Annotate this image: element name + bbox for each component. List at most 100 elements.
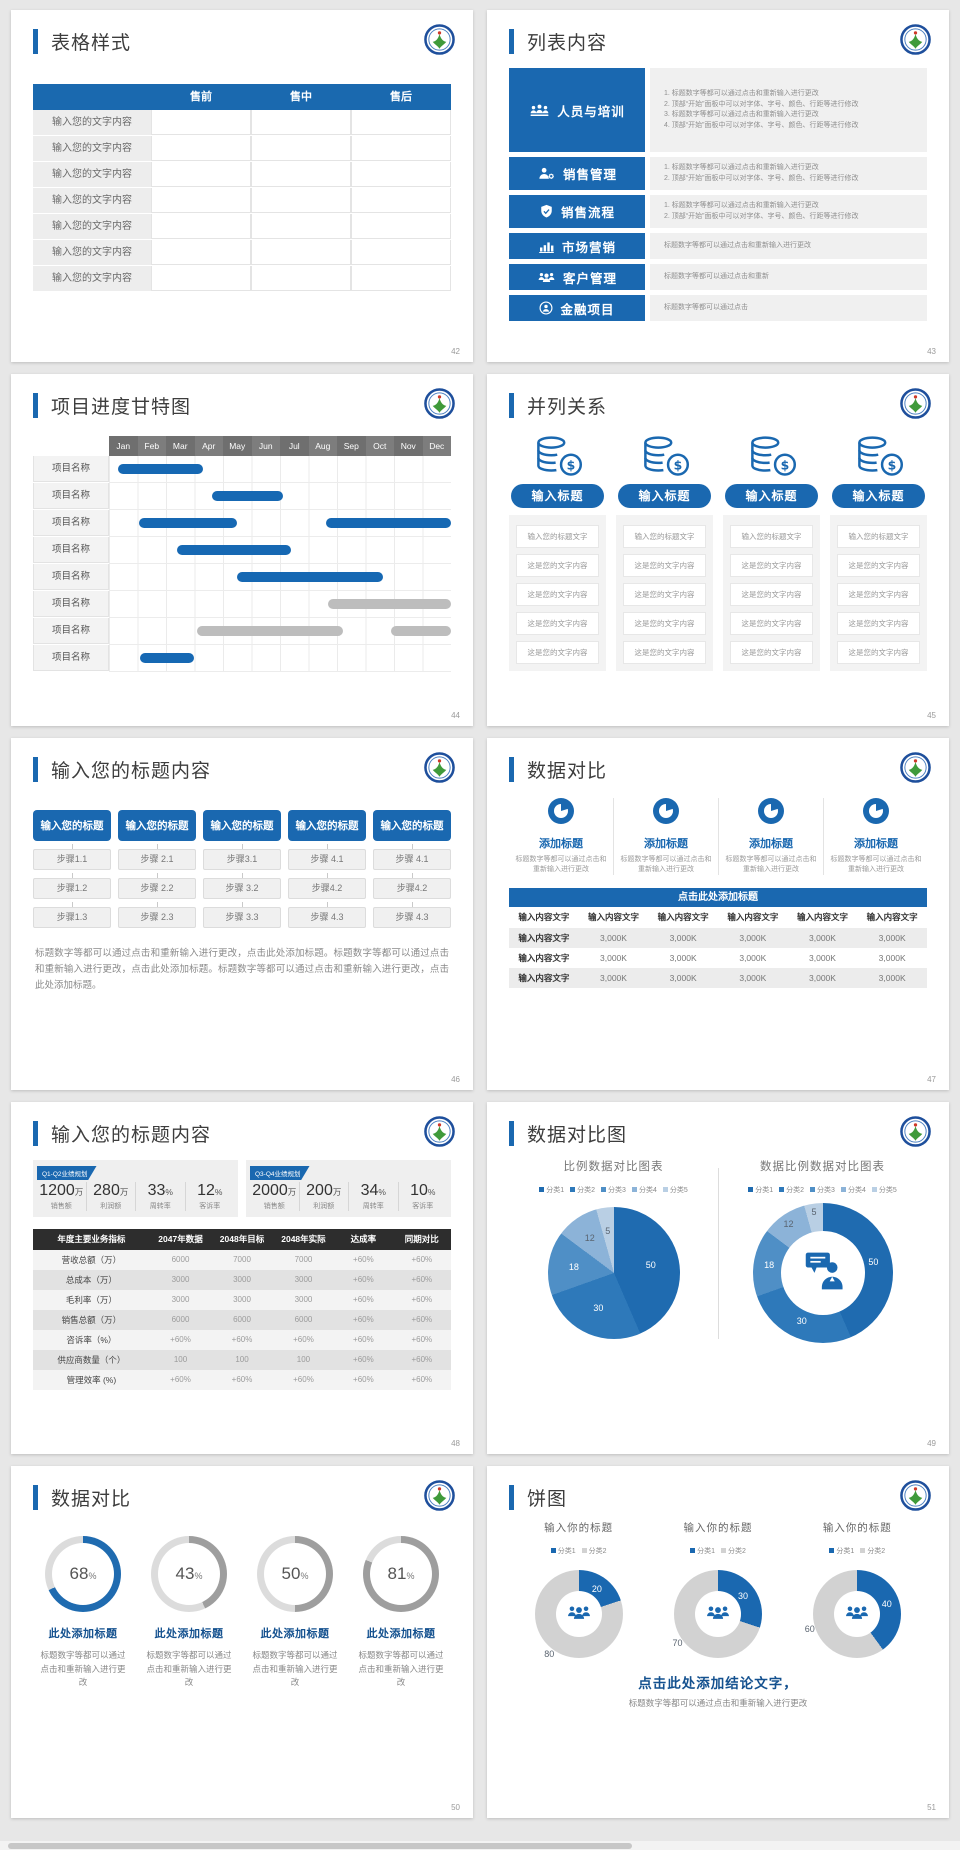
gantt-row-label: 项目名称	[33, 564, 109, 590]
stat-value: 34%	[349, 1182, 398, 1200]
table-cell: 100	[149, 1350, 212, 1370]
legend-marker	[748, 1187, 754, 1192]
progress-ring: 50%	[257, 1536, 333, 1612]
table-cell	[251, 240, 351, 265]
stat-unit: 万	[332, 1187, 342, 1197]
stat-value: 1200万	[37, 1182, 86, 1200]
list-item: 客户管理 标题数字等都可以通过点击和重新	[509, 264, 927, 290]
table-row-label: 毛利率（万）	[33, 1290, 150, 1310]
gantt-row: 项目名称	[33, 537, 451, 564]
table-cell: 3,000K	[717, 968, 788, 988]
title-accent-bar	[509, 28, 514, 54]
slide-header: 并列关系	[509, 390, 927, 420]
stat: 1200万销售额	[37, 1182, 86, 1211]
column-row-text: 这是您的文字内容	[837, 641, 920, 664]
ring-center: 50%	[264, 1543, 326, 1605]
legend-item: 分类4	[631, 1185, 657, 1195]
table-cell: 3,000K	[717, 928, 788, 948]
page-number: 46	[451, 1075, 460, 1084]
chart-legend: 分类1 分类2 分类3 分类4 分类5	[509, 1179, 718, 1197]
table-cell: +60%	[149, 1330, 212, 1350]
pie-data-label: 20	[591, 1583, 602, 1594]
conclusion-block: 点击此处添加结论文字， 标题数字等都可以通过点击和重新输入进行更改	[509, 1672, 927, 1709]
gantt-bar	[325, 518, 451, 528]
ring-title: 此处添加标题	[48, 1628, 118, 1640]
page-title: 输入您的标题内容	[51, 1124, 212, 1146]
legend-label: 分类3	[608, 1186, 626, 1194]
gantt-row-label: 项目名称	[33, 618, 109, 644]
page-number: 51	[927, 1803, 936, 1812]
gantt-row-track	[109, 564, 451, 591]
title-accent-bar	[509, 1120, 514, 1146]
table-cell: 3,000K	[857, 948, 927, 968]
step-column: 输入您的标题 步骤3.1 步骤 3.2 步骤 3.3	[203, 810, 281, 928]
table-cell: 6000	[272, 1310, 335, 1330]
list-item-desc: 1. 标题数字等都可以通过点击和重新输入进行更改 2. 顶部“开始”面板中可以对字…	[650, 195, 927, 228]
donut-panel: 输入你的标题 分类1 分类2 40 60	[788, 1520, 927, 1658]
table-cell: 3,000K	[578, 968, 649, 988]
legend-marker	[631, 1187, 637, 1192]
horizontal-scrollbar[interactable]	[0, 1841, 960, 1850]
stat-unit: 万	[119, 1187, 129, 1197]
gantt-month-label: Aug	[308, 436, 337, 456]
stat-unit: 万	[74, 1187, 84, 1197]
ring-center: 68%	[52, 1543, 114, 1605]
table-row-label: 输入您的文字内容	[33, 240, 151, 266]
table-cell: +60%	[334, 1290, 393, 1310]
panel-badge: Q3-Q4业绩规划	[250, 1166, 310, 1180]
ring-desc: 标题数字等都可以通过点击和重新输入进行更改	[146, 1650, 232, 1687]
list-item-header: 市场营销	[509, 233, 645, 259]
table-column-header: 达成率	[334, 1229, 393, 1250]
gantt-month-label: Mar	[166, 436, 195, 456]
list-item-desc: 标题数字等都可以通过点击	[650, 295, 927, 321]
table-column-header: 同期对比	[392, 1229, 451, 1250]
table-cell: 3,000K	[787, 968, 858, 988]
gantt-bar	[237, 572, 383, 582]
gantt-row-track	[109, 618, 451, 645]
donut-chart: 40 60	[805, 1570, 902, 1658]
table-cell: 3,000K	[648, 968, 718, 988]
legend-marker	[871, 1187, 877, 1192]
page-title: 列表内容	[527, 32, 608, 54]
parallel-columns: $ 输入标题 输入您的标题文字 这是您的文字内容 这是您的文字内容 这是您的文字内容 这是您…	[509, 434, 927, 671]
table-cell	[251, 214, 351, 239]
list-item-desc: 1. 标题数字等都可以通过点击和重新输入进行更改 2. 顶部“开始”面板中可以对字…	[650, 157, 927, 190]
gantt-month-label: Jun	[251, 436, 280, 456]
column-row-text: 这是您的文字内容	[730, 583, 813, 606]
page-number: 44	[451, 711, 460, 720]
progress-ring: 68%	[45, 1536, 121, 1612]
school-logo-icon	[900, 1116, 931, 1147]
column-row-text: 这是您的文字内容	[837, 583, 920, 606]
school-logo-icon	[900, 752, 931, 783]
table-cell	[251, 188, 351, 213]
gantt-bar	[177, 545, 292, 555]
table-column-header: 2048年目标	[211, 1229, 273, 1250]
table-cell	[151, 136, 251, 161]
scrollbar-thumb[interactable]	[8, 1842, 632, 1849]
table-cell	[151, 188, 251, 213]
stat-number: 10	[410, 1182, 428, 1199]
legend-item: 分类3	[810, 1185, 835, 1195]
stat-value: 10%	[399, 1182, 448, 1200]
chart-legend: 分类1 分类2	[509, 1540, 648, 1558]
chart-title: 数据比例数据对比图表	[760, 1161, 885, 1173]
stat-label: 销售额	[50, 1203, 72, 1210]
parallel-column: $ 输入标题 输入您的标题文字 这是您的文字内容 这是您的文字内容 这是您的文字内容 这是您…	[830, 434, 927, 671]
svg-text:$: $	[673, 457, 682, 472]
table-cell: +60%	[211, 1330, 273, 1350]
step-columns: 输入您的标题 步骤1.1 步骤1.2 步骤1.3 输入您的标题 步骤 2.1 步骤 2.2 步…	[33, 810, 451, 928]
table-cell: 3,000K	[648, 948, 718, 968]
stat-label: 周转率	[149, 1203, 171, 1210]
people-training-icon	[529, 103, 550, 118]
sales-management-icon	[537, 166, 556, 181]
table-cell: +60%	[392, 1310, 451, 1330]
table-cell: 3,000K	[787, 948, 858, 968]
column-row-text: 这是您的文字内容	[730, 612, 813, 635]
gantt-row-track	[109, 483, 451, 510]
pie-chart-icon	[620, 798, 712, 829]
list-item-title: 客户管理	[562, 271, 617, 286]
table-row-label: 销售总额（万）	[33, 1310, 150, 1330]
page-title: 并列关系	[527, 396, 608, 418]
table-row-label: 营收总额（万）	[33, 1250, 150, 1270]
table-column-header: 输入内容文字	[787, 907, 858, 928]
